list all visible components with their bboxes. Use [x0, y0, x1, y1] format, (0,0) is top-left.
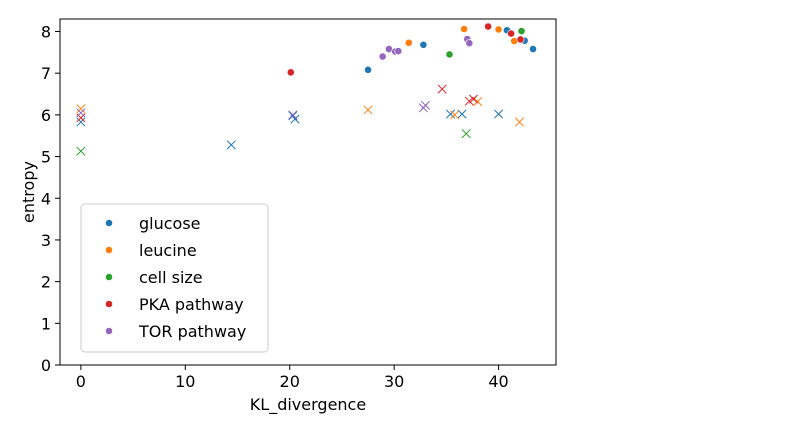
cross-point-stroke: [473, 96, 483, 107]
y-tick-label: 2: [41, 273, 51, 292]
series-cell-size: [76, 27, 526, 156]
cross-point-stroke: [226, 140, 236, 150]
legend-marker: [105, 273, 113, 281]
y-tick-label: 6: [41, 106, 51, 125]
cross-point: [473, 96, 483, 107]
x-tick-label: 0: [76, 372, 86, 391]
cross-point: [437, 84, 447, 94]
cross-point: [514, 117, 525, 127]
dot-point: [517, 27, 526, 35]
legend-marker: [105, 246, 113, 254]
dot-point: [394, 47, 403, 55]
x-tick-label: 10: [175, 372, 195, 391]
dot-point: [516, 35, 525, 44]
legend-box: [80, 203, 269, 353]
cross-point-stroke: [450, 110, 460, 120]
x-tick-label: 40: [488, 372, 508, 391]
cross-point-stroke: [494, 109, 504, 119]
cross-point-stroke: [437, 84, 447, 94]
y-tick-label: 5: [41, 148, 51, 167]
data-points: [76, 22, 537, 156]
legend-label: leucine: [139, 241, 197, 260]
plot-area-frame: [59, 18, 557, 366]
cross-point: [494, 109, 504, 119]
dot-point: [465, 39, 474, 48]
legend-items: glucose leucine cell size PKA pathway TOR pa…: [105, 214, 246, 341]
cross-point: [76, 117, 86, 127]
cross-point-stroke: [457, 109, 467, 119]
cross-point-stroke: [461, 129, 471, 139]
cross-point-stroke: [76, 117, 86, 127]
cross-point-stroke: [468, 94, 479, 104]
dot-point: [529, 45, 537, 53]
legend-item: TOR pathway: [105, 322, 246, 341]
cross-point: [457, 109, 467, 119]
cross-point: [420, 100, 431, 110]
cross-point-stroke: [420, 100, 431, 110]
legend-label: cell size: [139, 268, 203, 287]
legend-item: leucine: [105, 241, 197, 260]
dot-point: [460, 25, 469, 33]
cross-point: [363, 105, 373, 115]
cross-point: [76, 146, 86, 156]
cross-point-stroke: [290, 114, 300, 124]
y-tick-label: 4: [41, 189, 51, 208]
x-tick-label: 30: [384, 372, 404, 391]
x-tick-label: 20: [280, 372, 300, 391]
y-tick-label: 1: [41, 314, 51, 333]
dot-point: [404, 38, 413, 47]
dot-point: [419, 40, 428, 49]
x-axis-label: KL_divergence: [250, 395, 366, 415]
y-tick-label: 7: [41, 64, 51, 83]
dot-point: [378, 52, 387, 61]
y-axis-ticks: 0 1 2 3 4 5 6 7 8: [41, 23, 60, 375]
legend-item: PKA pathway: [105, 295, 244, 314]
series-leucine: [76, 25, 525, 127]
cross-point-stroke: [445, 109, 456, 119]
dot-point: [445, 50, 454, 59]
legend: glucose leucine cell size PKA pathway TOR pa…: [80, 203, 269, 353]
dot-point: [484, 22, 493, 31]
dot-point: [507, 29, 515, 38]
dot-point: [364, 65, 372, 74]
cross-point-stroke: [76, 146, 86, 156]
legend-marker: [105, 219, 113, 227]
cross-point: [461, 129, 471, 139]
cross-point: [76, 113, 86, 123]
y-tick-label: 0: [41, 356, 51, 375]
legend-label: PKA pathway: [139, 295, 244, 314]
series-tor-pathway: [76, 35, 474, 120]
cross-point: [76, 108, 86, 118]
dot-point: [286, 68, 295, 77]
cross-point: [226, 140, 236, 150]
cross-point: [288, 110, 298, 120]
dot-point: [494, 25, 503, 34]
cross-point: [76, 104, 86, 114]
legend-item: glucose: [105, 214, 201, 233]
y-tick-label: 3: [41, 231, 51, 250]
legend-label: glucose: [139, 214, 201, 233]
legend-marker: [105, 300, 113, 308]
cross-point: [468, 94, 479, 104]
series-pka-pathway: [76, 22, 525, 123]
y-tick-label: 8: [41, 23, 51, 42]
cross-point-stroke: [76, 108, 86, 118]
cross-point-stroke: [514, 117, 525, 127]
cross-point-stroke: [288, 110, 298, 120]
x-axis-ticks: 0 10 20 30 40: [76, 365, 509, 391]
cross-point-stroke: [363, 105, 373, 115]
legend-marker: [105, 327, 113, 335]
cross-point: [450, 110, 460, 120]
y-axis-label: entropy: [19, 161, 38, 223]
legend-label: TOR pathway: [138, 322, 246, 341]
legend-item: cell size: [105, 268, 203, 287]
cross-point-stroke: [288, 111, 298, 121]
cross-point-stroke: [76, 104, 86, 114]
